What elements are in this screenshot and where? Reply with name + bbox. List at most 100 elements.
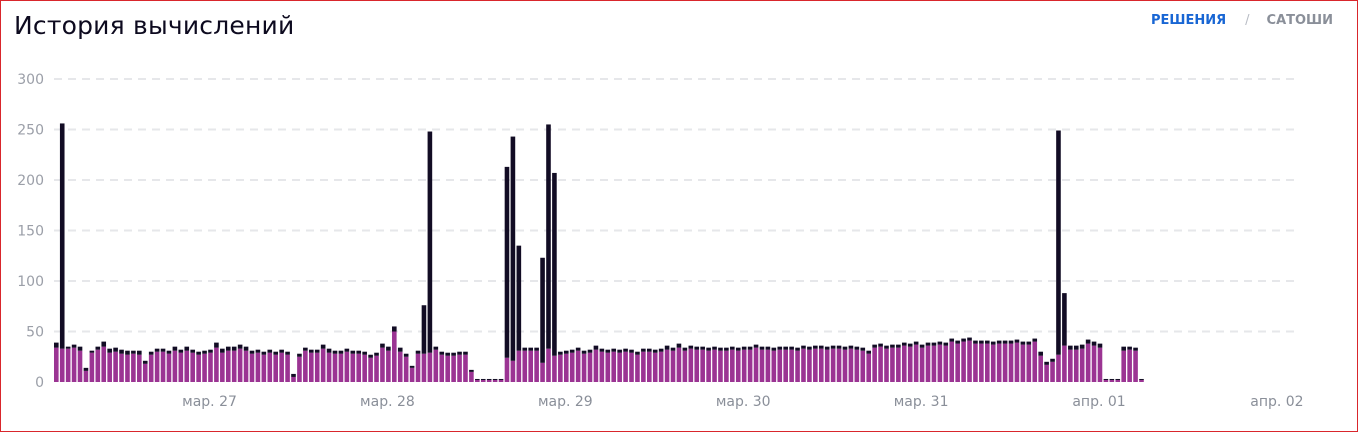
bar-segment-secondary: [267, 349, 273, 353]
bar-segment-secondary: [943, 342, 949, 346]
bar-segment-primary: [190, 352, 195, 382]
bar-segment-primary: [255, 352, 261, 382]
bar-segment-secondary: [890, 344, 895, 348]
bar-segment-secondary: [326, 348, 332, 353]
bar-segment-primary: [836, 348, 842, 382]
bar-segment-secondary: [1097, 343, 1103, 348]
bar-segment-secondary: [237, 344, 243, 349]
bar-segment-primary: [670, 350, 676, 382]
bar-segment-primary: [380, 347, 385, 382]
bar-segment-primary: [700, 349, 705, 382]
bar-segment-secondary: [445, 352, 450, 356]
bar-segment-primary: [688, 348, 694, 382]
bar-segment-primary: [534, 350, 539, 382]
bar-segment-secondary: [528, 347, 533, 351]
bar-segment-secondary: [724, 347, 729, 351]
bar-segment-secondary: [558, 351, 563, 355]
bar-segment-secondary: [131, 350, 136, 354]
bar-segment-secondary: [350, 350, 356, 354]
bar-segment-secondary: [783, 346, 788, 350]
bar-segment-primary: [854, 349, 860, 382]
bar-segment-primary: [1068, 349, 1073, 382]
bar-segment-secondary: [178, 349, 184, 353]
bar-segment-secondary: [1139, 378, 1144, 380]
bar-segment-primary: [807, 349, 812, 382]
bar-segment-primary: [1014, 342, 1020, 382]
bar-segment-secondary: [682, 347, 688, 351]
bar-segment-secondary: [338, 350, 344, 354]
bars: [54, 123, 1144, 382]
bar-segment-primary: [581, 353, 587, 382]
bar-segment-secondary: [184, 346, 190, 351]
bar-segment-primary: [237, 348, 243, 382]
bar-segment-primary: [973, 343, 978, 382]
bar-segment-secondary: [813, 345, 818, 349]
bar-segment-primary: [154, 351, 160, 382]
bar-segment-primary: [326, 352, 332, 382]
bar-segment-primary: [510, 360, 516, 382]
bar-segment-primary: [765, 349, 771, 382]
bar-segment-secondary: [884, 345, 889, 349]
bar-segment-primary: [119, 353, 124, 382]
bar-segment-primary: [415, 353, 421, 382]
bar-segment-primary: [439, 354, 445, 382]
bar-segment-primary: [1038, 355, 1043, 382]
bar-segment-primary: [504, 357, 510, 382]
x-tick-label: мар. 30: [716, 394, 771, 410]
bar-segment-primary: [1044, 364, 1049, 382]
bar-segment-primary: [569, 352, 575, 382]
bar-segment-primary: [955, 343, 960, 382]
bar-segment-primary: [107, 352, 112, 382]
bar-segment-secondary: [190, 349, 195, 353]
bar-segment-primary: [202, 353, 207, 382]
bar-segment-secondary: [486, 378, 492, 380]
bar-segment-primary: [1062, 345, 1067, 382]
bar-segment-primary: [605, 352, 611, 382]
bar-segment-primary: [546, 348, 551, 382]
bar-segment-primary: [332, 353, 338, 382]
bar-segment-primary: [522, 350, 528, 382]
bar-segment-primary: [273, 354, 279, 382]
bar-segment-secondary: [747, 346, 753, 350]
bar-segment-primary: [842, 349, 848, 382]
bar-segment-secondary: [611, 348, 617, 352]
bar-segment-secondary: [985, 340, 990, 344]
bar-segment-primary: [249, 353, 255, 382]
bar-segment-primary: [320, 348, 326, 382]
bar-segment-secondary: [629, 349, 634, 353]
toggle-solutions[interactable]: РЕШЕНИЯ: [1151, 13, 1227, 28]
bar-segment-primary: [848, 348, 854, 382]
bar-segment-primary: [623, 351, 628, 382]
bar-segment-primary: [694, 349, 700, 382]
bar-segment-secondary: [291, 373, 296, 377]
bar-segment-primary: [1020, 344, 1026, 382]
bar-segment-secondary: [949, 338, 955, 342]
bar-segment-secondary: [380, 343, 385, 348]
bar-segment-secondary: [279, 349, 284, 353]
toggle-separator: /: [1245, 13, 1250, 28]
bar-segment-secondary: [1103, 378, 1109, 380]
bar-segment-secondary: [492, 378, 498, 380]
bar-segment-primary: [1121, 350, 1126, 382]
bar-segment-primary: [178, 352, 184, 382]
bar-segment-primary: [374, 355, 379, 382]
bar-segment-secondary: [107, 348, 112, 353]
bar-segment-secondary: [771, 347, 777, 351]
bar-segment-secondary: [392, 326, 397, 332]
y-tick-label: 150: [17, 224, 44, 240]
bar-segment-secondary: [824, 346, 830, 350]
bar-segment-primary: [1002, 343, 1008, 382]
bar-segment-primary: [427, 352, 433, 382]
bar-segment-secondary: [955, 340, 960, 344]
bar-segment-primary: [1073, 349, 1079, 382]
bar-segment-secondary: [1062, 293, 1067, 346]
bar-segment-secondary: [801, 345, 806, 349]
bar-segment-primary: [208, 352, 213, 382]
bar-segment-primary: [830, 348, 836, 382]
bar-segment-primary: [1139, 379, 1144, 382]
bar-segment-secondary: [967, 337, 972, 341]
bar-segment-primary: [647, 351, 652, 382]
bar-segment-primary: [160, 351, 166, 382]
bar-segment-primary: [979, 343, 984, 382]
toggle-satoshi[interactable]: САТОШИ: [1266, 13, 1333, 28]
